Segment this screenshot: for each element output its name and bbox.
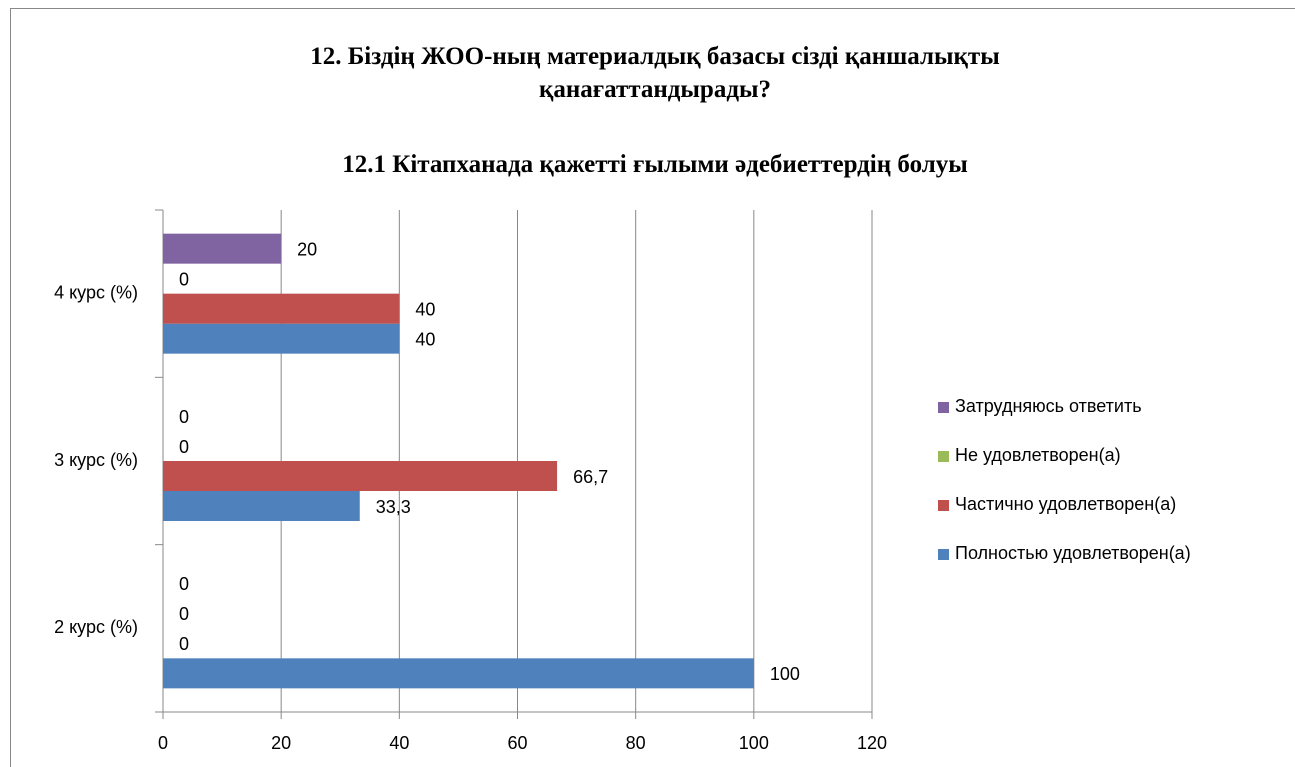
x-tick-label: 40 — [389, 733, 409, 753]
data-label: 100 — [770, 664, 800, 684]
x-tick-label: 80 — [626, 733, 646, 753]
legend-label: Затрудняюсь ответить — [955, 396, 1142, 416]
x-tick-label: 120 — [857, 733, 887, 753]
bar — [163, 658, 754, 689]
chart-subtitle: 12.1 Кітапханада қажетті ғылыми әдебиетт… — [342, 151, 968, 178]
data-label: 0 — [179, 604, 189, 624]
bar — [163, 233, 282, 264]
data-label: 0 — [179, 269, 189, 289]
legend-swatch — [938, 402, 949, 413]
data-label: 40 — [415, 299, 435, 319]
legend-label: Частично удовлетворен(а) — [955, 494, 1176, 514]
legend-label: Не удовлетворен(а) — [955, 445, 1121, 465]
y-tick-label: 2 курс (%) — [54, 617, 138, 637]
y-tick-label: 3 курс (%) — [54, 450, 138, 470]
legend-label: Полностью удовлетворен(а) — [955, 543, 1191, 563]
x-tick-label: 100 — [739, 733, 769, 753]
bar — [163, 491, 360, 521]
data-label: 20 — [297, 239, 317, 259]
data-label: 0 — [179, 437, 189, 457]
data-label: 33,3 — [376, 497, 411, 517]
data-label: 0 — [179, 574, 189, 594]
bar — [163, 461, 558, 491]
legend-swatch — [938, 451, 949, 462]
legend-swatch — [938, 549, 949, 560]
data-label: 40 — [415, 329, 435, 349]
bar — [163, 293, 400, 324]
bar — [163, 323, 400, 354]
data-label: 0 — [179, 407, 189, 427]
chart-title: 12. Біздің ЖОО-ның материалдық базасы сі… — [310, 43, 1000, 103]
data-label: 0 — [179, 634, 189, 654]
x-tick-label: 60 — [507, 733, 527, 753]
x-tick-label: 20 — [271, 733, 291, 753]
legend-swatch — [938, 500, 949, 511]
chart-frame — [10, 8, 1295, 767]
x-tick-label: 0 — [158, 733, 168, 753]
data-label: 66,7 — [573, 467, 608, 487]
y-tick-label: 4 курс (%) — [54, 282, 138, 302]
